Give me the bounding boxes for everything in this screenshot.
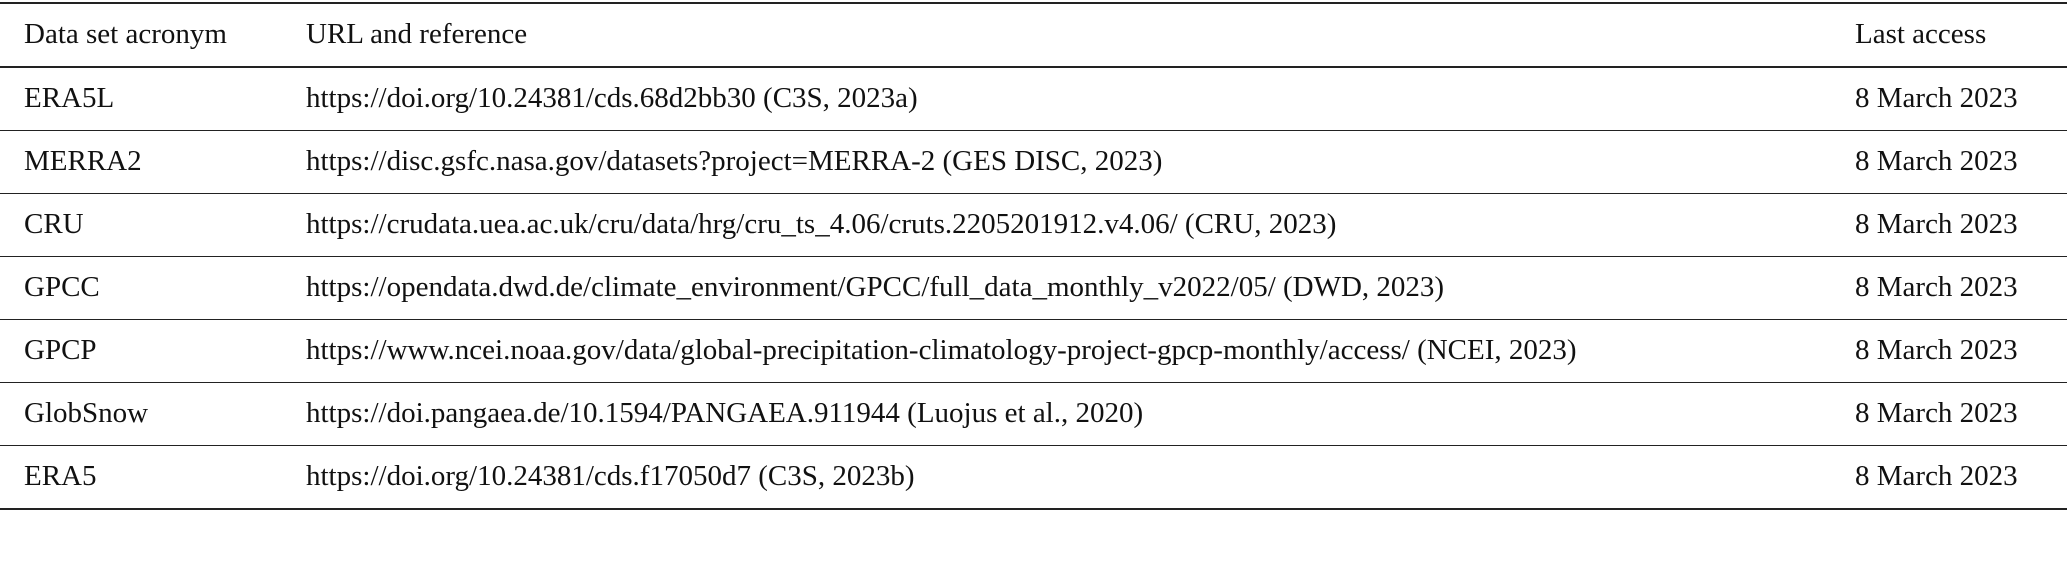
table-row: GPCC https://opendata.dwd.de/climate_envi…: [0, 257, 2067, 320]
table-cell: https://doi.org/10.24381/cds.68d2bb30 (C…: [306, 67, 1855, 131]
table-cell: 8 March 2023: [1855, 397, 2018, 429]
header-cell: Data set acronym: [24, 18, 227, 50]
cell-text: https://doi.org/10.24381/cds.f17050d7 (C…: [306, 460, 915, 492]
table-body: ERA5L https://doi.org/10.24381/cds.68d2bb…: [0, 67, 2067, 509]
cell-text: https://doi.pangaea.de/10.1594/PANGAEA.9…: [306, 397, 1144, 429]
table-cell: ERA5L: [24, 82, 115, 114]
table-cell: https://disc.gsfc.nasa.gov/datasets?proj…: [306, 131, 1855, 194]
table-row: CRU https://crudata.uea.ac.uk/cru/data/hr…: [0, 194, 2067, 257]
cell-text: https://www.ncei.noaa.gov/data/global-pr…: [306, 334, 1577, 366]
table-cell: GlobSnow: [24, 397, 149, 429]
table-row: GPCP https://www.ncei.noaa.gov/data/globa…: [0, 320, 2067, 383]
table-header: Data set acronym URL and reference Last …: [0, 3, 2067, 67]
table-cell: 8 March 2023: [1855, 271, 2018, 303]
table-cell: https://opendata.dwd.de/climate_environm…: [306, 257, 1855, 320]
table-cell: GPCP: [24, 334, 97, 366]
table-cell: GPCC: [24, 271, 100, 303]
cell-text: https://disc.gsfc.nasa.gov/datasets?proj…: [306, 145, 1163, 177]
table-row: GlobSnow https://doi.pangaea.de/10.1594/P…: [0, 383, 2067, 446]
data-table: Data set acronym URL and reference Last …: [0, 2, 2067, 510]
cell-text: https://doi.org/10.24381/cds.68d2bb30 (C…: [306, 82, 918, 114]
table-cell: https://www.ncei.noaa.gov/data/global-pr…: [306, 320, 1855, 383]
table-cell: https://doi.pangaea.de/10.1594/PANGAEA.9…: [306, 383, 1855, 446]
table-cell: ERA5: [24, 460, 97, 492]
table-cell: 8 March 2023: [1855, 460, 2018, 492]
table-cell: 8 March 2023: [1855, 145, 2018, 177]
table-cell: https://crudata.uea.ac.uk/cru/data/hrg/c…: [306, 194, 1855, 257]
table-cell: 8 March 2023: [1855, 334, 2018, 366]
header-cell: URL and reference: [306, 18, 528, 50]
cell-text: https://crudata.uea.ac.uk/cru/data/hrg/c…: [306, 208, 1337, 240]
header-row: Data set acronym URL and reference Last …: [0, 3, 2067, 67]
table-cell: 8 March 2023: [1855, 208, 2018, 240]
table-cell: 8 March 2023: [1855, 82, 2018, 114]
table-row: ERA5L https://doi.org/10.24381/cds.68d2bb…: [0, 67, 2067, 131]
table-row: MERRA2 https://disc.gsfc.nasa.gov/dataset…: [0, 131, 2067, 194]
table-cell: https://doi.org/10.24381/cds.f17050d7 (C…: [306, 446, 1855, 510]
header-cell: Last access: [1855, 18, 1987, 50]
table-row: ERA5 https://doi.org/10.24381/cds.f17050d…: [0, 446, 2067, 510]
table-cell: CRU: [24, 208, 84, 240]
table-cell: MERRA2: [24, 145, 142, 177]
cell-text: https://opendata.dwd.de/climate_environm…: [306, 271, 1445, 303]
